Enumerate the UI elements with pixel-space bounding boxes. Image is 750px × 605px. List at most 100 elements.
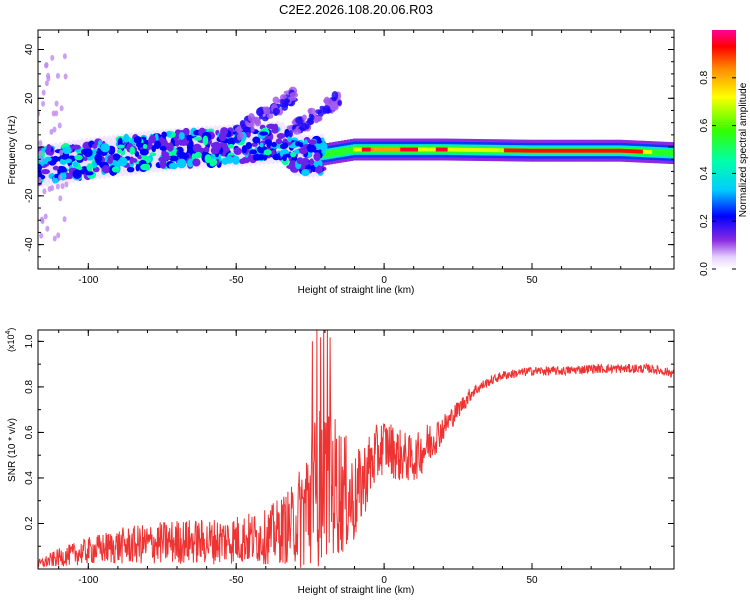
spectrogram-blob: [62, 146, 72, 155]
colorbar-tick-label: 0.8: [699, 70, 710, 84]
spectrogram-core-cell: [530, 148, 534, 153]
spectrogram-blob: [308, 139, 317, 145]
spectrogram-core-cell: [385, 147, 389, 152]
spectrogram-ytick-label: -20: [24, 188, 35, 203]
spectrogram-blob: [159, 145, 167, 151]
spectrogram-blob: [239, 158, 246, 165]
spectrogram-core-cell: [548, 148, 552, 153]
spectrogram-core-cell: [432, 147, 437, 152]
spectrogram-blob: [276, 132, 286, 140]
spectrogram-band-cell: [335, 149, 339, 156]
spectrogram-core-cell: [598, 148, 602, 153]
spectrogram-core-cell: [420, 147, 425, 152]
spectrogram-blob: [154, 140, 161, 150]
spectrogram-outlier: [42, 188, 47, 195]
colorbar: 0.0 0.2 0.4 0.6 0.8 Normalized spectral ampl…: [699, 30, 749, 276]
spectrogram-xtick-label: 50: [526, 275, 538, 286]
spectrogram-core-cell: [580, 148, 585, 153]
spectrogram-band-cell: [669, 149, 673, 157]
spectrogram-blob: [259, 142, 264, 148]
spectrogram-core-cell: [450, 147, 454, 152]
spectrogram-blob: [71, 144, 81, 150]
spectrogram-core-cell: [494, 148, 499, 153]
spectrogram-core-cell: [639, 149, 644, 154]
spectrogram-blob: [58, 168, 68, 173]
spectrogram-core-cell: [373, 147, 378, 152]
spectrogram-branch-blob: [331, 90, 339, 100]
spectrogram-blob: [187, 158, 194, 168]
colorbar-label: Normalized spectral amplitude: [738, 82, 749, 217]
spectrogram-blob: [245, 141, 253, 149]
snr-scale-label: (x104): [5, 328, 16, 352]
colorbar-tick-label: 0.2: [699, 214, 710, 228]
spectrogram-blob: [116, 148, 122, 154]
snr-data: [38, 330, 674, 568]
spectrogram-blob: [148, 136, 153, 146]
spectrogram-blob: [210, 146, 220, 155]
spectrogram-outlier: [47, 185, 52, 192]
spectrogram-blob: [46, 143, 52, 153]
spectrogram-outlier: [60, 183, 65, 190]
spectrogram-blob: [227, 143, 235, 149]
spectrogram-blob: [293, 149, 301, 155]
spectrogram-outlier: [55, 72, 60, 79]
spectrogram-outlier: [44, 62, 49, 69]
spectrogram-branch-blob: [255, 107, 264, 117]
spectrogram-outlier: [39, 216, 44, 223]
spectrogram-core-cell: [503, 148, 508, 153]
spectrogram-core-cell: [370, 147, 375, 152]
spectrogram-core-cell: [645, 149, 650, 154]
spectrogram-core-cell: [592, 148, 596, 153]
spectrogram-core-cell: [379, 147, 383, 152]
spectrogram-blob: [101, 165, 111, 174]
spectrogram-blob: [168, 162, 179, 170]
spectrogram-outlier: [39, 232, 44, 239]
spectrogram-ytick-label: -40: [24, 237, 35, 252]
spectrogram-blob: [94, 153, 103, 164]
spectrogram-outlier: [59, 105, 64, 112]
spectrogram-outlier: [62, 216, 67, 223]
spectrogram-core-cell: [616, 148, 620, 153]
spectrogram-core-cell: [388, 147, 392, 152]
spectrogram-outlier: [57, 122, 62, 129]
spectrogram-core-cell: [376, 147, 380, 152]
spectrogram-blob: [139, 148, 149, 156]
snr-ytick-label: 0.4: [24, 471, 35, 485]
spectrogram-core-cell: [648, 150, 653, 155]
spectrogram-blob: [176, 158, 187, 169]
spectrogram-branch-blob: [285, 132, 292, 137]
spectrogram-core-cell: [622, 148, 626, 153]
spectrogram-core-cell: [480, 148, 484, 152]
spectrogram-core-cell: [524, 148, 528, 153]
spectrogram-blob: [259, 131, 269, 136]
snr-xtick-label: 50: [526, 575, 538, 586]
spectrogram-band-cell: [344, 147, 348, 155]
spectrogram-band-cell: [666, 149, 670, 157]
snr-panel: -100 -50 0 50 0.2 0.4 0.6 0.8 1.0 Height of stra…: [5, 328, 675, 596]
spectrogram-branch-blob: [315, 109, 323, 115]
spectrogram-blob: [44, 156, 52, 162]
spectrogram-core-cell: [521, 148, 525, 153]
spectrogram-core-cell: [601, 148, 605, 153]
spectrogram-blob: [203, 146, 210, 154]
spectrogram-outlier: [43, 213, 48, 220]
spectrogram-band-cell: [349, 146, 354, 154]
spectrogram-core-cell: [441, 147, 446, 152]
spectrogram-core-cell: [500, 148, 505, 153]
spectrogram-blob: [275, 138, 283, 145]
spectrogram-xtick-label: -50: [229, 275, 244, 286]
spectrogram-blob: [53, 177, 59, 184]
spectrogram-blob: [251, 142, 258, 147]
spectrogram-branch-blob: [307, 107, 316, 115]
spectrogram-blob: [40, 168, 51, 175]
spectrogram-blob: [313, 152, 321, 162]
spectrogram-blob: [133, 136, 142, 144]
snr-xtick-label: -50: [229, 575, 244, 586]
spectrogram-band-cell: [657, 149, 662, 156]
spectrogram-core-cell: [551, 148, 555, 153]
snr-ytick-label: 0.2: [24, 516, 35, 530]
spectrogram-xlabel: Height of straight line (km): [298, 285, 415, 296]
spectrogram-blob: [107, 158, 113, 164]
spectrogram-blob: [167, 142, 174, 152]
spectrogram-outlier: [46, 72, 51, 79]
